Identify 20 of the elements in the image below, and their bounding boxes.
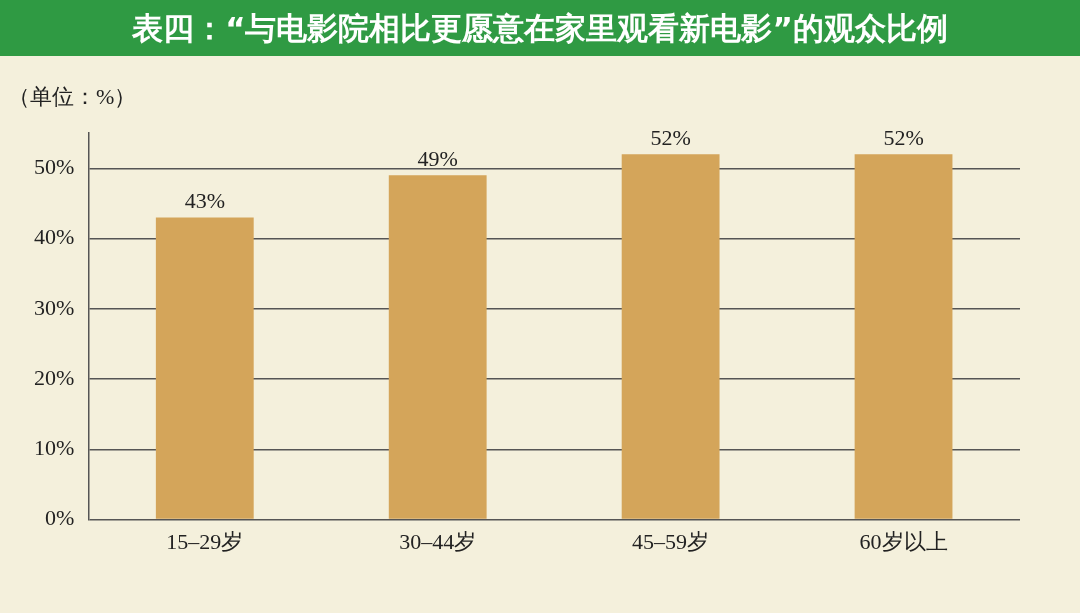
bar (854, 154, 953, 519)
y-tick-label: 40% (34, 224, 75, 250)
y-axis-title: （单位：%） (8, 83, 137, 111)
data-label: 52% (883, 125, 924, 151)
data-label: 43% (184, 188, 225, 214)
y-tick-label: 0% (45, 505, 75, 531)
bar (388, 175, 487, 519)
bar (621, 154, 720, 519)
x-tick-label: 60岁以上 (859, 528, 948, 554)
bar (155, 217, 254, 519)
y-tick-label: 20% (34, 364, 75, 390)
x-tick-label: 45–59岁 (632, 528, 710, 554)
y-tick-label: 10% (34, 435, 75, 461)
y-tick-label: 50% (34, 154, 75, 180)
y-tick-label: 30% (34, 294, 75, 320)
chart-title: 表四：“与电影院相比更愿意在家里观看新电影”的观众比例 (0, 0, 1080, 56)
data-label: 52% (650, 125, 691, 151)
data-label: 49% (417, 146, 458, 172)
x-tick-label: 15–29岁 (166, 528, 244, 554)
x-tick-label: 30–44岁 (399, 528, 477, 554)
